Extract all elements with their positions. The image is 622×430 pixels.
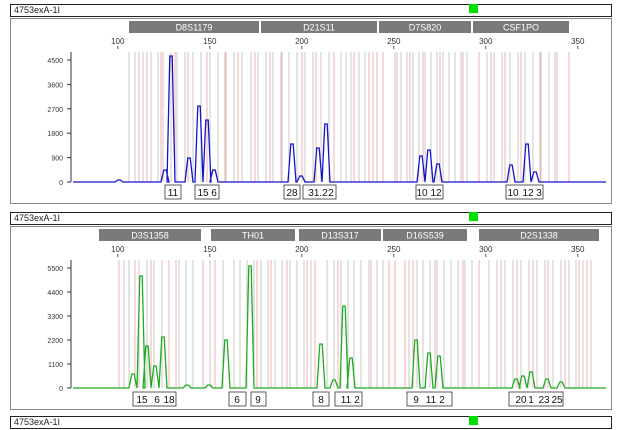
- y-tick-label: 1100: [48, 362, 63, 369]
- allele-label: 6: [154, 395, 160, 406]
- sample-title-bar-3: 4753exA-1I: [10, 416, 612, 429]
- scale-tick-label: 200: [295, 37, 309, 46]
- allele-label: 1: [528, 395, 534, 406]
- y-tick-label: 4400: [47, 290, 63, 297]
- allele-label: 11: [426, 395, 437, 406]
- sample-name-3: 4753exA-1I: [14, 417, 61, 427]
- allele-label: 8: [318, 395, 324, 406]
- y-tick-label: 5500: [47, 266, 63, 273]
- allele-label-box: [164, 184, 182, 200]
- allele-label: 9: [413, 395, 419, 406]
- y-tick-label: 1800: [47, 131, 63, 138]
- y-tick-label: 0: [59, 180, 63, 187]
- y-tick-label: 2200: [47, 338, 63, 345]
- locus-label: D21S11: [303, 23, 335, 33]
- allele-label: 15: [197, 188, 209, 199]
- allele-label: 20: [515, 395, 527, 406]
- allele-label: 2: [439, 395, 445, 406]
- scale-tick-label: 350: [571, 245, 585, 254]
- allele-label: 10: [507, 188, 519, 199]
- allele-label-box: [406, 391, 453, 407]
- locus-bar: [379, 21, 471, 33]
- scale-tick-label: 250: [387, 37, 401, 46]
- electropherogram-panel-3: 4753exA-1I: [10, 416, 612, 430]
- locus-label: D3S1358: [131, 231, 169, 241]
- locus-label: D7S820: [409, 23, 442, 33]
- allele-label: 12: [430, 188, 442, 199]
- allele-label-box: [312, 391, 330, 407]
- scale-tick-label: 150: [203, 37, 217, 46]
- allele-label-box: [194, 184, 220, 200]
- scale-tick-label: 250: [387, 245, 401, 254]
- sample-title-bar-1: 4753exA-1I: [10, 4, 612, 17]
- scale-tick-label: 300: [479, 245, 493, 254]
- allele-label: 28: [286, 188, 298, 199]
- allele-label-box: [334, 391, 363, 407]
- trace-line: [73, 55, 606, 183]
- trace-line: [73, 265, 606, 389]
- chart-frame-1: D8S1179 D21S11 D7S820 CSF1PO 100 150 200 250 300…: [10, 18, 612, 204]
- electropherogram-panel-2: 4753exA-1I D3S1358 TH01 D13S317 D16S539 D2S1…: [10, 212, 612, 410]
- allele-label: 25: [551, 395, 563, 406]
- allele-label: 3: [536, 188, 542, 199]
- allele-label: 9: [255, 395, 261, 406]
- allele-label-box: [283, 184, 301, 200]
- allele-label: 31.2: [308, 188, 328, 199]
- allele-label: 6: [234, 395, 240, 406]
- y-tick-label: 2700: [47, 107, 63, 114]
- electropherogram-panel-1: 4753exA-1I D8S1179 D21S11 D7S820 CSF1PO 100 1…: [10, 4, 612, 204]
- locus-label: D8S1179: [176, 23, 213, 33]
- locus-bar: [479, 229, 599, 241]
- allele-label: 11: [168, 188, 179, 199]
- allele-label: 12: [522, 188, 534, 199]
- scale-tick-label: 300: [479, 37, 493, 46]
- locus-label: TH01: [242, 231, 264, 241]
- locus-bar: [473, 21, 569, 33]
- y-tick-label: 3300: [47, 314, 63, 321]
- allele-label: 2: [328, 188, 334, 199]
- scale-tick-label: 150: [203, 245, 217, 254]
- allele-label: 10: [416, 188, 428, 199]
- y-tick-label: 3600: [47, 82, 63, 89]
- allele-label: 6: [211, 188, 217, 199]
- allele-label-box: [302, 184, 337, 200]
- allele-label: 11: [341, 395, 352, 406]
- locus-bar: [99, 229, 201, 241]
- allele-label-box: [508, 391, 564, 407]
- scale-tick-label: 100: [111, 245, 125, 254]
- allele-label: 15: [136, 395, 148, 406]
- locus-bar: [299, 229, 381, 241]
- status-marker-2[interactable]: [469, 212, 478, 221]
- scale-tick-label: 200: [295, 245, 309, 254]
- allele-label-box: [228, 391, 247, 407]
- sample-name-2: 4753exA-1I: [14, 213, 61, 223]
- locus-bar: [129, 21, 259, 33]
- y-tick-label: 900: [51, 156, 63, 163]
- allele-label-box: [415, 184, 444, 200]
- allele-label-box: [505, 184, 544, 200]
- allele-label-box: [132, 391, 177, 407]
- scale-tick-label: 100: [111, 37, 125, 46]
- allele-label: 18: [163, 395, 175, 406]
- locus-label: CSF1PO: [503, 23, 539, 33]
- status-marker-1[interactable]: [469, 4, 478, 13]
- y-tick-label: 0: [59, 386, 63, 393]
- locus-label: D13S317: [321, 231, 359, 241]
- locus-label: D2S1338: [520, 231, 558, 241]
- locus-bar: [261, 21, 377, 33]
- sample-title-bar-2: 4753exA-1I: [10, 212, 612, 225]
- allele-label: 2: [354, 395, 360, 406]
- locus-bar: [211, 229, 295, 241]
- allele-label: 23: [538, 395, 550, 406]
- chart-frame-2: D3S1358 TH01 D13S317 D16S539 D2S1338 100 150 20…: [10, 226, 612, 410]
- allele-label-box: [250, 391, 267, 407]
- locus-label: D16S539: [406, 231, 444, 241]
- scale-tick-label: 350: [571, 37, 585, 46]
- sample-name-1: 4753exA-1I: [14, 5, 61, 15]
- status-marker-3[interactable]: [469, 416, 478, 425]
- y-tick-label: 4500: [47, 58, 63, 65]
- locus-bar: [383, 229, 467, 241]
